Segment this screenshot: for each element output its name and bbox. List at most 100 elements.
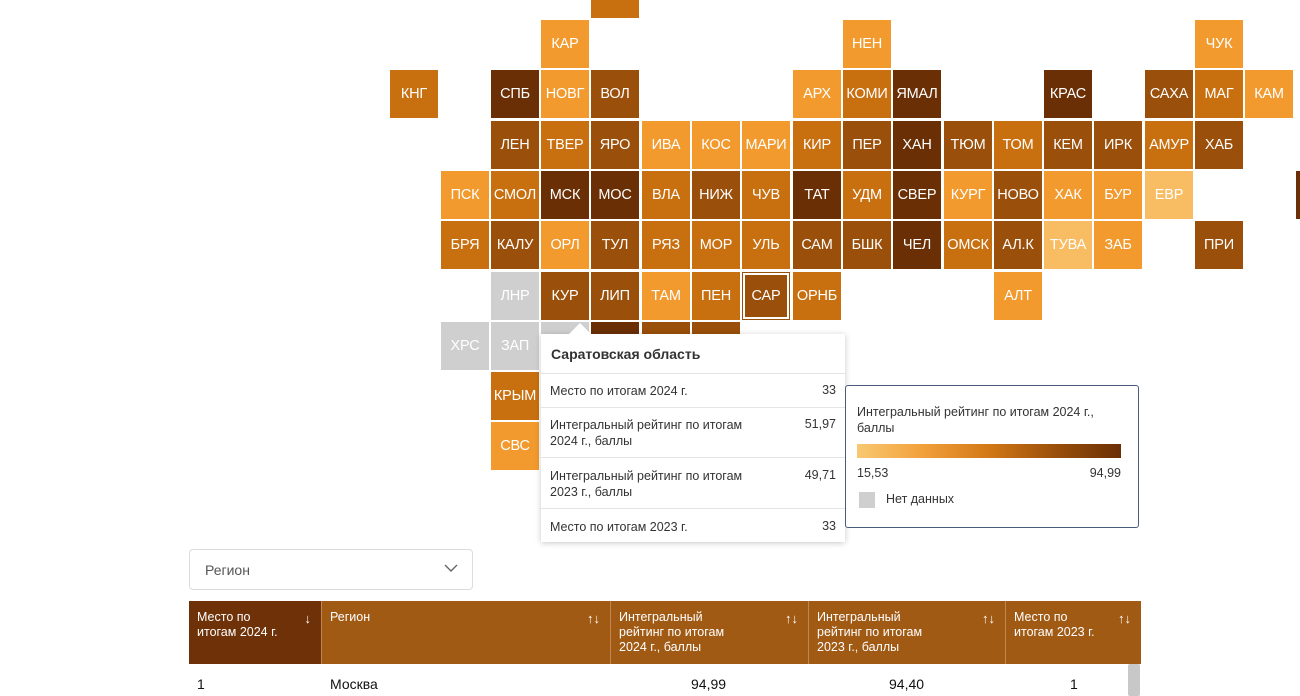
- region-tile[interactable]: НОВГ: [541, 70, 589, 118]
- rating-table: Место по итогам 2024 г. ↓ Регион ↑↓ Инте…: [189, 601, 1141, 696]
- sort-icon: ↑↓: [982, 611, 995, 626]
- region-tile[interactable]: БШК: [843, 221, 891, 269]
- tooltip-row-label: Место по итогам 2023 г.: [550, 520, 688, 534]
- region-tile[interactable]: ЧЕЛ: [893, 221, 941, 269]
- legend-title: Интегральный рейтинг по итогам 2024 г., …: [857, 405, 1094, 435]
- region-tile[interactable]: СХЛН: [1296, 171, 1300, 219]
- region-tile[interactable]: ПЕН: [692, 272, 740, 320]
- region-tile[interactable]: НЕН: [843, 20, 891, 68]
- region-tile[interactable]: ТОМ: [994, 121, 1042, 169]
- region-tile[interactable]: СПБ: [491, 70, 539, 118]
- region-tooltip: Саратовская область Место по итогам 2024…: [541, 323, 845, 543]
- region-tile[interactable]: КУР: [541, 272, 589, 320]
- region-tile[interactable]: ЗАБ: [1094, 221, 1142, 269]
- tooltip-row: Интегральный рейтинг по итогам 2024 г., …: [541, 407, 845, 458]
- region-tile[interactable]: АРХ: [793, 70, 841, 118]
- region-tile[interactable]: КОС: [692, 121, 740, 169]
- region-tile[interactable]: МОР: [692, 221, 740, 269]
- tooltip-title: Саратовская область: [551, 346, 701, 362]
- region-tile[interactable]: АЛТ: [994, 272, 1042, 320]
- region-tile[interactable]: КАМ: [1245, 70, 1293, 118]
- legend-min: 15,53: [857, 466, 889, 480]
- region-tile[interactable]: СМОЛ: [491, 171, 539, 219]
- region-tile[interactable]: ТАМ: [642, 272, 690, 320]
- cell-rank-2024: 1: [197, 676, 205, 692]
- region-tile[interactable]: САР: [742, 272, 790, 320]
- region-tile[interactable]: ТУВА: [1044, 221, 1092, 269]
- column-header-label: Место по итогам 2023 г.: [1014, 610, 1095, 639]
- region-tile[interactable]: МСК: [541, 171, 589, 219]
- region-tile[interactable]: УЛЬ: [742, 221, 790, 269]
- region-tile[interactable]: БУР: [1094, 171, 1142, 219]
- sort-icon: ↑↓: [1118, 611, 1131, 626]
- column-header-rating-2024[interactable]: Интегральный рейтинг по итогам 2024 г., …: [611, 601, 809, 664]
- region-tile[interactable]: ЧУК: [1195, 20, 1243, 68]
- region-tile[interactable]: ЧУВ: [742, 171, 790, 219]
- region-tile[interactable]: ЛЕН: [491, 121, 539, 169]
- region-tile[interactable]: ХАН: [893, 121, 941, 169]
- region-tile[interactable]: КРЫМ: [491, 372, 539, 420]
- region-tile[interactable]: АЛ.К: [994, 221, 1042, 269]
- region-tile[interactable]: ВОЛ: [591, 70, 639, 118]
- region-tile[interactable]: ТВЕР: [541, 121, 589, 169]
- region-tile[interactable]: НОВО: [994, 171, 1042, 219]
- region-tile[interactable]: ЕВР: [1145, 171, 1193, 219]
- column-header-rank-2024[interactable]: Место по итогам 2024 г. ↓: [189, 601, 322, 664]
- region-tile[interactable]: ТУЛ: [591, 221, 639, 269]
- region-tile[interactable]: БРЯ: [441, 221, 489, 269]
- region-tile[interactable]: ХРС: [441, 322, 489, 370]
- column-header-rank-2023[interactable]: Место по итогам 2023 г. ↑↓: [1006, 601, 1141, 664]
- region-tile[interactable]: КАР: [541, 20, 589, 68]
- region-tile[interactable]: [591, 0, 639, 18]
- region-tile[interactable]: САХА: [1145, 70, 1193, 118]
- tooltip-row-value: 51,97: [804, 417, 836, 431]
- region-tile[interactable]: ИВА: [642, 121, 690, 169]
- region-tile[interactable]: ВЛА: [642, 171, 690, 219]
- region-tile[interactable]: ПЕР: [843, 121, 891, 169]
- region-tile[interactable]: ИРК: [1094, 121, 1142, 169]
- region-tile[interactable]: КАЛУ: [491, 221, 539, 269]
- region-tile[interactable]: КРАС: [1044, 70, 1092, 118]
- region-tile[interactable]: ХАК: [1044, 171, 1092, 219]
- tooltip-row-value: 33: [822, 383, 836, 397]
- column-header-rating-2023[interactable]: Интегральный рейтинг по итогам 2023 г., …: [809, 601, 1006, 664]
- region-tile[interactable]: СВЕР: [893, 171, 941, 219]
- region-tile[interactable]: КОМИ: [843, 70, 891, 118]
- column-header-region[interactable]: Регион ↑↓: [322, 601, 611, 664]
- tooltip-row: Место по итогам 2023 г. 33: [541, 508, 845, 543]
- region-tile[interactable]: ХАБ: [1195, 121, 1243, 169]
- tooltip-row-label: Интегральный рейтинг по итогам 2024 г., …: [550, 418, 743, 448]
- no-data-swatch: [859, 492, 875, 508]
- region-tile[interactable]: КИР: [793, 121, 841, 169]
- column-header-label: Интегральный рейтинг по итогам 2023 г., …: [817, 610, 923, 654]
- region-tile[interactable]: ОРНБ: [793, 272, 841, 320]
- region-tile[interactable]: ОРЛ: [541, 221, 589, 269]
- region-select-placeholder: Регион: [205, 562, 250, 578]
- region-tile[interactable]: КУРГ: [944, 171, 992, 219]
- region-tile[interactable]: МАГ: [1195, 70, 1243, 118]
- region-tile[interactable]: САМ: [793, 221, 841, 269]
- region-tile[interactable]: ЛИП: [591, 272, 639, 320]
- region-tile[interactable]: ОМСК: [944, 221, 992, 269]
- region-tile[interactable]: МАРИ: [742, 121, 790, 169]
- region-tile[interactable]: МОС: [591, 171, 639, 219]
- region-tile[interactable]: ЯРО: [591, 121, 639, 169]
- region-tile[interactable]: ТАТ: [793, 171, 841, 219]
- tooltip-row: Место по итогам 2024 г. 33: [541, 373, 845, 408]
- sort-desc-icon: ↓: [304, 611, 312, 626]
- region-tile[interactable]: УДМ: [843, 171, 891, 219]
- region-tile[interactable]: ЯМАЛ: [893, 70, 941, 118]
- table-scrollbar[interactable]: [1128, 664, 1140, 696]
- region-select[interactable]: Регион: [189, 549, 473, 590]
- region-tile[interactable]: СВС: [491, 422, 539, 470]
- region-tile[interactable]: ПРИ: [1195, 221, 1243, 269]
- region-tile[interactable]: КНГ: [390, 70, 438, 118]
- region-tile[interactable]: АМУР: [1145, 121, 1193, 169]
- region-tile[interactable]: НИЖ: [692, 171, 740, 219]
- region-tile[interactable]: РЯЗ: [642, 221, 690, 269]
- region-tile[interactable]: ЛНР: [491, 272, 539, 320]
- region-tile[interactable]: КЕМ: [1044, 121, 1092, 169]
- region-tile[interactable]: ТЮМ: [944, 121, 992, 169]
- region-tile[interactable]: ЗАП: [491, 322, 539, 370]
- region-tile[interactable]: ПСК: [441, 171, 489, 219]
